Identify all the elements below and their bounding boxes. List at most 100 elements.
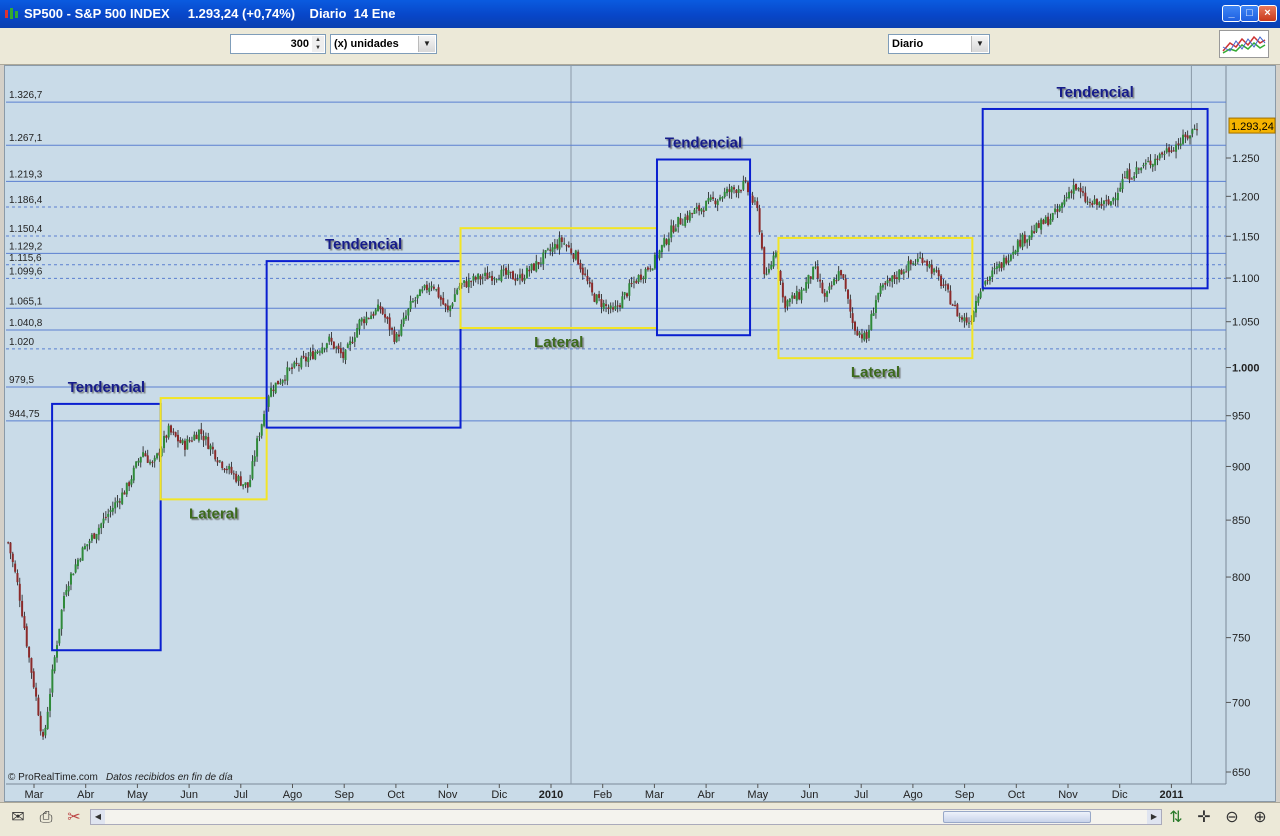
- trend-label: Tendencial: [1057, 84, 1134, 101]
- candle-body: [851, 313, 854, 323]
- scroll-thumb[interactable]: [943, 811, 1091, 823]
- crosshair-icon[interactable]: ✛: [1197, 809, 1211, 826]
- scissors-icon[interactable]: ✂: [67, 809, 81, 826]
- candle-body: [814, 266, 817, 268]
- candle-body: [549, 249, 552, 251]
- candle-body: [458, 286, 461, 289]
- candle-body: [21, 600, 24, 617]
- candle-body: [984, 281, 987, 285]
- candle-body: [781, 282, 784, 298]
- x-tick-label: Jun: [180, 789, 198, 801]
- candle-body: [951, 304, 954, 306]
- candle-body: [142, 452, 145, 457]
- level-label: 1.020: [9, 337, 34, 348]
- candle-body: [621, 296, 624, 309]
- chevron-down-icon[interactable]: ▼: [971, 36, 988, 52]
- chart-panel[interactable]: [4, 65, 1276, 802]
- candle-body: [516, 279, 519, 281]
- mail-icon[interactable]: ✉: [11, 809, 25, 826]
- candle-body: [139, 457, 142, 463]
- candle-body: [1189, 135, 1192, 139]
- units-stepper[interactable]: 300 ▲ ▼: [230, 34, 326, 54]
- candle-body: [14, 563, 17, 572]
- candle-body: [733, 187, 736, 190]
- candle-body: [1126, 170, 1129, 179]
- chart-style-button[interactable]: [1219, 30, 1269, 58]
- scroll-right-icon[interactable]: ▶: [1147, 810, 1161, 824]
- candle-body: [409, 300, 412, 310]
- candle-body: [926, 260, 929, 266]
- candle-body: [860, 334, 863, 339]
- level-label: 1.150,4: [9, 224, 43, 235]
- candle-body: [197, 429, 200, 441]
- candle-body: [1158, 154, 1161, 159]
- candle-body: [418, 289, 421, 297]
- candle-body: [160, 448, 163, 457]
- chevron-down-icon[interactable]: ▼: [418, 36, 435, 52]
- candle-body: [1102, 200, 1105, 205]
- candle-body: [898, 269, 901, 280]
- candle-body: [865, 331, 868, 339]
- period-select[interactable]: Diario ▼: [888, 34, 990, 54]
- x-tick-label: Feb: [593, 789, 612, 801]
- candle-body: [1037, 223, 1040, 228]
- candle-body: [1016, 240, 1019, 253]
- candle-body: [228, 465, 231, 470]
- candle-body: [165, 435, 168, 438]
- candle-body: [428, 287, 431, 292]
- candle-body: [619, 305, 622, 308]
- print-icon[interactable]: ⎙: [39, 809, 53, 826]
- horizontal-scrollbar[interactable]: ◀ ▶: [90, 809, 1162, 825]
- candle-body: [758, 208, 761, 233]
- close-button[interactable]: ×: [1258, 5, 1277, 22]
- candle-body: [1135, 167, 1138, 175]
- candle-body: [500, 269, 503, 282]
- candle-body: [1100, 203, 1103, 206]
- candle-body: [311, 351, 314, 359]
- candle-body: [123, 492, 126, 495]
- candle-body: [118, 501, 121, 503]
- y-tick-label: 1.250: [1232, 153, 1260, 165]
- candle-body: [891, 275, 894, 282]
- candle-body: [735, 189, 738, 193]
- zoom-out-icon[interactable]: ⊖: [1225, 809, 1239, 826]
- candle-body: [488, 276, 491, 278]
- candle-body: [1119, 187, 1122, 192]
- x-tick-label: Dic: [491, 789, 507, 801]
- candle-body: [625, 293, 628, 297]
- indicator-icon[interactable]: ⇅: [1169, 809, 1183, 826]
- candle-body: [444, 303, 447, 307]
- candle-body: [1147, 161, 1150, 163]
- stepper-arrows-icon[interactable]: ▲ ▼: [312, 36, 324, 52]
- candle-body: [853, 321, 856, 331]
- candle-body: [246, 482, 249, 488]
- candle-body: [290, 367, 293, 369]
- candle-body: [395, 333, 398, 342]
- candle-body: [1165, 148, 1168, 153]
- zoom-in-icon[interactable]: ⊕: [1253, 809, 1267, 826]
- price-chart[interactable]: 1.326,7 1.267,1 1.219,3 1.186,4 1.150,4 1.129…: [0, 0, 1280, 802]
- candle-body: [156, 453, 159, 459]
- candle-body: [260, 424, 263, 436]
- candle-body: [1130, 178, 1133, 180]
- scroll-left-icon[interactable]: ◀: [91, 810, 105, 824]
- candle-body: [528, 269, 531, 272]
- candle-body: [204, 436, 207, 440]
- candle-body: [793, 295, 796, 299]
- candle-body: [914, 263, 917, 265]
- candle-body: [967, 322, 970, 324]
- x-tick-label: Dic: [1112, 789, 1128, 801]
- candle-body: [560, 237, 563, 243]
- candle-body: [163, 435, 166, 449]
- candle-body: [151, 461, 154, 464]
- candle-body: [698, 205, 701, 211]
- candle-body: [537, 262, 540, 265]
- candle-body: [407, 308, 410, 316]
- candle-body: [663, 238, 666, 247]
- candle-body: [505, 268, 508, 275]
- candle-body: [367, 318, 370, 320]
- candle-body: [202, 435, 205, 441]
- level-label: 1.219,3: [9, 169, 43, 180]
- units-select[interactable]: (x) unidades ▼: [330, 34, 437, 54]
- candle-body: [688, 212, 691, 221]
